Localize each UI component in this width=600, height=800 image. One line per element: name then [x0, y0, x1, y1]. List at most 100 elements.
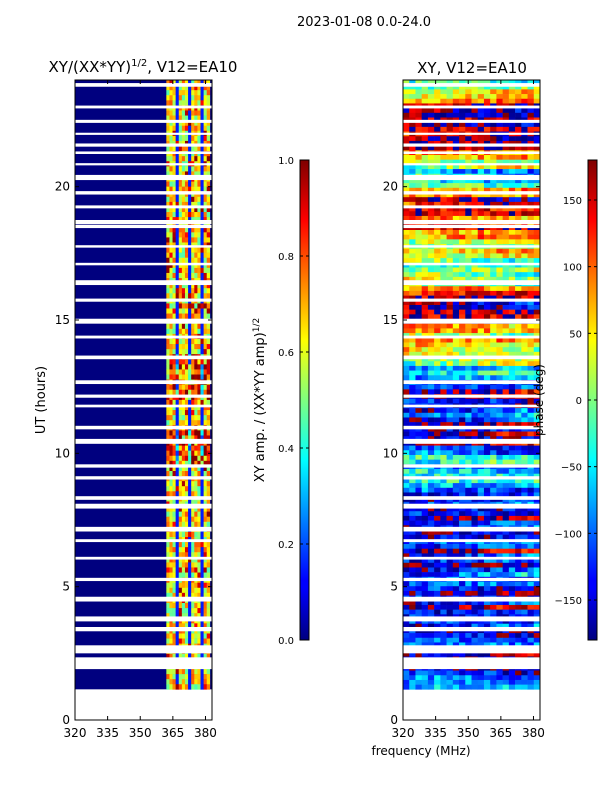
- phase-cell: [471, 229, 479, 235]
- amplitude-cell: [172, 430, 176, 436]
- phase-cell: [415, 553, 422, 559]
- phase-cell: [471, 126, 479, 132]
- phase-cell: [452, 164, 460, 170]
- amplitude-cell: [188, 542, 192, 548]
- phase-cell: [446, 651, 454, 657]
- amplitude-cell: [203, 171, 208, 177]
- phase-cell: [515, 492, 522, 498]
- phase-cell: [440, 534, 447, 540]
- amplitude-cell: [206, 384, 211, 391]
- amplitude-cell: [203, 196, 208, 203]
- amplitude-cell: [181, 399, 186, 406]
- amplitude-cell: [203, 460, 208, 467]
- amplitude-gap: [75, 280, 212, 286]
- amplitude-cell: [172, 420, 176, 426]
- phase-cell: [477, 436, 485, 442]
- phase-cell: [515, 506, 522, 512]
- phase-cell: [527, 384, 535, 390]
- phase-cell: [452, 684, 460, 690]
- phase-cell: [440, 272, 447, 278]
- phase-cell: [421, 633, 429, 639]
- phase-cell: [427, 520, 435, 526]
- phase-cell: [465, 398, 472, 404]
- amplitude-cell: [184, 603, 189, 609]
- amplitude-cell: [169, 592, 173, 599]
- phase-cell: [452, 590, 460, 596]
- phase-cell: [490, 304, 497, 310]
- phase-cell: [409, 342, 416, 348]
- phase-cell: [403, 633, 410, 639]
- amplitude-cell: [203, 592, 208, 599]
- amplitude-cell: [181, 344, 186, 350]
- phase-cell: [483, 361, 491, 367]
- amplitude-cell: [166, 399, 170, 406]
- phase-cell: [421, 412, 429, 418]
- amplitude-cell: [197, 217, 201, 223]
- phase-cell: [471, 426, 479, 432]
- phase-cell: [409, 309, 416, 315]
- phase-cell: [421, 98, 429, 104]
- phase-cell: [403, 365, 410, 371]
- phase-cell: [403, 370, 410, 376]
- phase-cell: [452, 426, 460, 432]
- phase-cell: [415, 164, 422, 170]
- phase-cell: [515, 80, 522, 85]
- amplitude-cell: [191, 587, 195, 594]
- amplitude-cell: [169, 115, 173, 121]
- amplitude-cell: [178, 146, 183, 152]
- phase-cell: [421, 511, 429, 517]
- phase-cell: [421, 248, 429, 254]
- phase-cell: [446, 164, 454, 170]
- phase-cell: [477, 679, 485, 685]
- phase-cell: [521, 89, 528, 95]
- phase-cell: [446, 515, 454, 521]
- phase-cell: [415, 619, 422, 625]
- phase-cell: [533, 201, 541, 207]
- phase-cell: [446, 187, 454, 193]
- phase-cell: [508, 478, 516, 484]
- phase-cell: [496, 122, 503, 128]
- phase-cell: [496, 112, 503, 118]
- phase-cell: [477, 122, 485, 128]
- phase-cell: [477, 450, 485, 456]
- phase-cell: [427, 169, 435, 175]
- phase-cell: [533, 234, 541, 240]
- phase-cell: [434, 192, 441, 198]
- phase-cell: [434, 675, 441, 681]
- phase-cell: [527, 211, 535, 217]
- phase-cell: [477, 431, 485, 437]
- phase-cell: [421, 450, 429, 456]
- amplitude-cell: [194, 247, 198, 253]
- amplitude-cell: [178, 592, 183, 599]
- phase-cell: [421, 351, 429, 357]
- phase-cell: [434, 164, 441, 170]
- amplitude-cell: [166, 186, 170, 193]
- phase-cell: [465, 586, 472, 592]
- phase-cell: [403, 178, 410, 184]
- amplitude-cell: [206, 613, 211, 619]
- amplitude-cell: [166, 166, 170, 172]
- phase-cell: [483, 154, 491, 160]
- phase-cell: [452, 187, 460, 193]
- phase-cell: [490, 633, 497, 639]
- amplitude-cell: [206, 435, 211, 441]
- phase-cell: [409, 108, 416, 114]
- phase-cell: [421, 145, 429, 151]
- phase-cell: [452, 80, 460, 85]
- amplitude-gap: [75, 645, 212, 651]
- amplitude-cell: [169, 481, 173, 487]
- phase-cell: [409, 351, 416, 357]
- amplitude-cell: [203, 100, 208, 106]
- amplitude-cell: [197, 359, 201, 365]
- phase-cell: [521, 483, 528, 489]
- phase-cell: [502, 506, 510, 512]
- amplitude-cell: [197, 404, 201, 411]
- amplitude-cell: [188, 592, 192, 599]
- phase-cell: [502, 562, 510, 568]
- phase-cell: [527, 515, 535, 521]
- amplitude-gap: [75, 616, 212, 622]
- phase-cell: [427, 248, 435, 254]
- amplitude-cell: [197, 120, 201, 126]
- amplitude-gap: [75, 335, 212, 339]
- phase-cell: [409, 300, 416, 306]
